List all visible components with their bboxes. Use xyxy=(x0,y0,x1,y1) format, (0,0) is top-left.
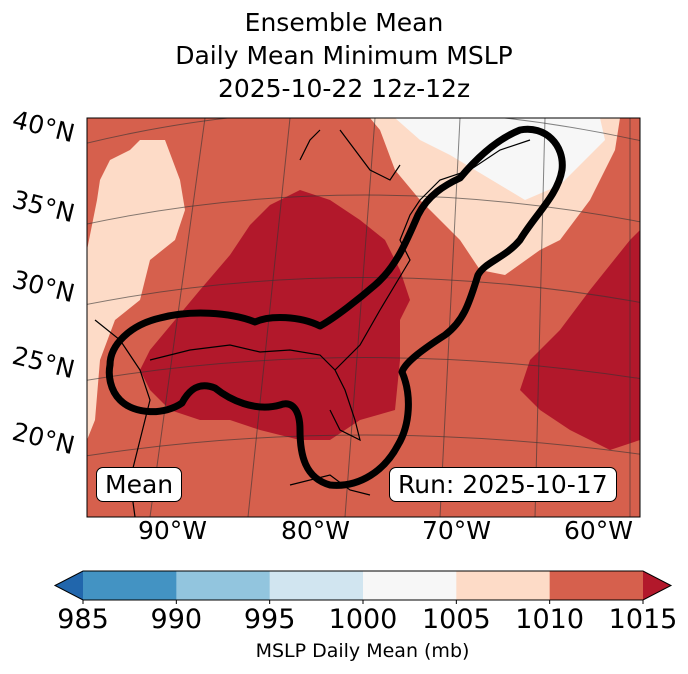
colorbar-tick-label: 985 xyxy=(57,604,109,635)
colorbar-segment-995-1000 xyxy=(269,571,364,600)
colorbar xyxy=(53,570,673,604)
lon-label: 80°W xyxy=(281,516,351,545)
colorbar-segment-1010-1015 xyxy=(549,571,644,600)
colorbar-segment-985-990 xyxy=(83,571,177,600)
colorbar-under-arrow xyxy=(55,571,83,600)
mean-label-box: Mean xyxy=(96,467,183,502)
title-line-1: Ensemble Mean xyxy=(244,8,444,37)
colorbar-tick-label: 1005 xyxy=(421,604,491,635)
title-line-2: Daily Mean Minimum MSLP xyxy=(175,41,513,70)
lon-label: 60°W xyxy=(564,516,634,545)
colorbar-segment-990-995 xyxy=(176,571,271,600)
run-date-box: Run: 2025-10-17 xyxy=(389,467,617,502)
lon-label: 70°W xyxy=(422,516,492,545)
field-1005-1010-west xyxy=(87,140,185,440)
colorbar-tick-label: 995 xyxy=(243,604,296,635)
colorbar-segment-1000-1005 xyxy=(363,571,457,600)
probability-contour xyxy=(105,125,566,489)
colorbar-label: MSLP Daily Mean (mb) xyxy=(255,640,470,662)
colorbar-tick-label: 1010 xyxy=(515,604,585,635)
map-frame xyxy=(86,117,641,518)
title-line-3: 2025-10-22 12z-12z xyxy=(217,74,471,103)
colorbar-tick-label: 990 xyxy=(150,604,203,635)
mslp-field xyxy=(87,118,640,517)
coastlines xyxy=(94,129,531,517)
lon-label: 90°W xyxy=(138,516,208,545)
colorbar-tick-label: 1015 xyxy=(608,604,678,635)
colorbar-tick-label: 1000 xyxy=(328,604,398,635)
colorbar-over-arrow xyxy=(643,571,671,600)
colorbar-segment-1005-1010 xyxy=(456,571,551,600)
field-over-1015-east xyxy=(520,230,640,450)
